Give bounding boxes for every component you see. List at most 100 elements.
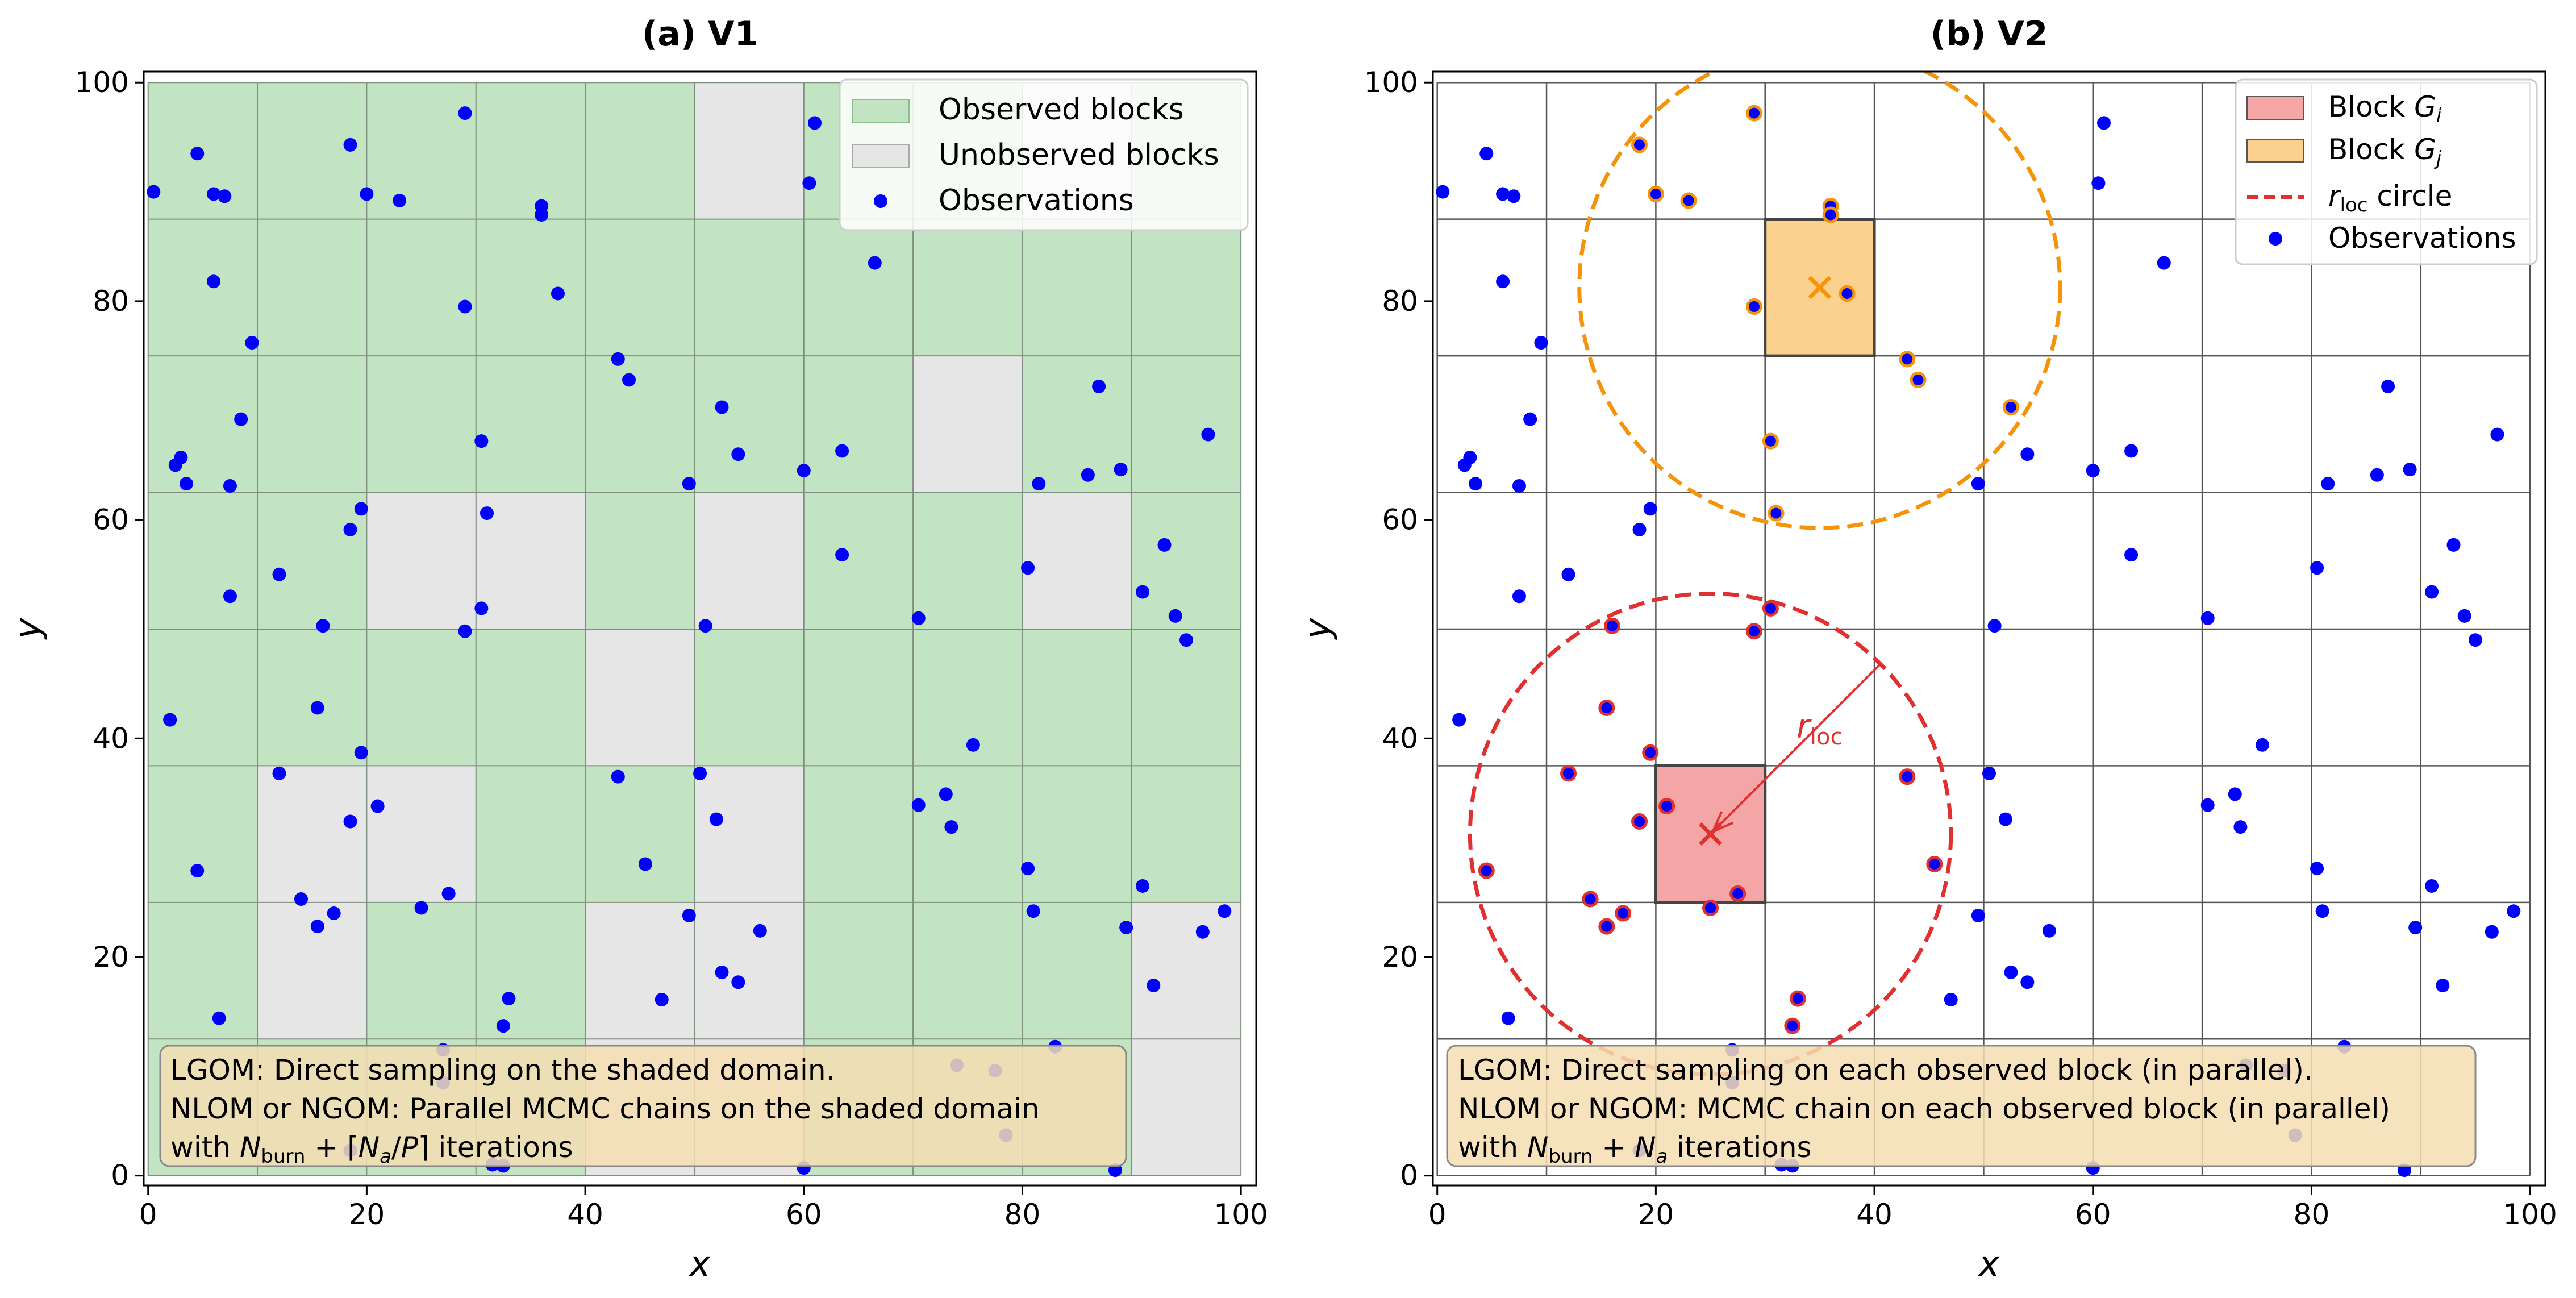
observed-block	[803, 492, 914, 629]
x-tick-label: 0	[1428, 1198, 1447, 1231]
observation-point	[911, 611, 926, 625]
observed-block	[585, 492, 695, 629]
observed-block	[148, 219, 258, 356]
observation-point	[1081, 468, 1095, 482]
observation-point	[480, 506, 494, 521]
observation-point	[1479, 147, 1494, 161]
observation-point	[2381, 379, 2395, 393]
observation-point	[1168, 609, 1182, 623]
observed-block	[1022, 766, 1132, 902]
panel-b-xlabel: x	[1978, 1243, 2000, 1284]
panel-b-title: (b) V2	[1931, 14, 2048, 54]
x-tick-label: 60	[2075, 1198, 2111, 1231]
observation-point	[1179, 633, 1193, 647]
observation-point	[2315, 904, 2329, 918]
observed-block	[1131, 629, 1241, 766]
observation-point	[190, 147, 205, 161]
rloc-circle-i	[1468, 591, 1953, 1077]
observation-point	[611, 352, 625, 366]
observed-block	[585, 82, 695, 219]
legend-label-observations: Observations	[2328, 222, 2516, 255]
x-tick-label: 60	[786, 1198, 822, 1231]
observation-point-in-circle-i	[1560, 765, 1577, 782]
observed-block	[803, 766, 914, 902]
observed-block	[1022, 902, 1132, 1039]
unobserved-block	[694, 492, 804, 629]
observation-point-in-circle-j	[1839, 285, 1856, 302]
observation-point-in-circle-i	[1603, 617, 1620, 634]
y-tick-label: 100	[75, 66, 129, 99]
legend-label-observations: Observations	[939, 184, 1134, 218]
observation-point	[310, 701, 324, 715]
observed-block	[585, 356, 695, 493]
observation-point-in-circle-j	[1910, 371, 1927, 388]
panel-a-ylabel: y	[7, 617, 48, 640]
y-tick-label: 0	[1400, 1159, 1418, 1192]
observation-point	[2370, 468, 2384, 482]
observation-point	[1512, 589, 1526, 604]
observation-point	[2408, 921, 2423, 935]
observation-point	[682, 908, 696, 922]
observation-point	[2468, 633, 2482, 647]
observation-point	[1147, 979, 1161, 993]
observation-point	[360, 187, 374, 201]
observation-point	[731, 447, 745, 461]
panel-a: 0 20 40 60 80 100 0 20 40 60 80 100 (a) V1 x y Obse…	[7, 14, 1268, 1284]
observation-point	[393, 193, 407, 207]
observed-block	[1131, 219, 1241, 356]
observation-point	[2004, 965, 2018, 979]
observation-point	[622, 373, 636, 387]
observation-point	[343, 138, 357, 152]
observation-point	[2200, 798, 2215, 812]
unobserved-block	[1131, 1039, 1241, 1176]
rloc-label: rloc	[1796, 707, 1843, 750]
observation-point-in-circle-j	[1745, 105, 1762, 122]
unobserved-block	[694, 766, 804, 902]
observation-point	[2157, 256, 2171, 270]
legend-swatch-unobserved	[852, 144, 910, 168]
observation-point-in-circle-j	[2003, 399, 2020, 416]
observation-point-in-circle-i	[1642, 744, 1659, 761]
observed-block	[257, 356, 367, 493]
observation-point	[234, 412, 248, 426]
observation-point	[2485, 925, 2499, 939]
observation-point	[458, 106, 472, 120]
observation-point	[218, 189, 232, 203]
observation-point	[1496, 187, 1510, 201]
observed-block	[803, 902, 914, 1039]
observed-block	[803, 629, 914, 766]
observation-point	[715, 965, 729, 979]
panel-a-xlabel: x	[689, 1243, 711, 1284]
observation-point	[441, 887, 456, 901]
x-tick-label: 20	[1638, 1198, 1674, 1231]
observation-point	[1523, 412, 1537, 426]
y-tick-label: 20	[1382, 941, 1418, 973]
observation-point	[966, 738, 980, 752]
observation-point	[343, 814, 357, 829]
observation-point-in-circle-i	[1615, 905, 1632, 922]
observation-point	[294, 892, 308, 906]
observation-point	[698, 619, 712, 633]
observation-point	[1469, 477, 1483, 491]
panel-b-observations	[1436, 105, 2521, 1178]
observed-block	[803, 356, 914, 493]
observation-point-in-circle-i	[1598, 918, 1615, 935]
observation-point	[1463, 450, 1477, 464]
observation-point	[1643, 502, 1657, 516]
observation-point	[1987, 619, 2002, 633]
observation-point	[1136, 585, 1150, 599]
legend-swatch-observed	[852, 99, 910, 123]
observation-point	[1971, 908, 1985, 922]
legend-swatch-block-i	[2246, 96, 2304, 120]
observation-point	[1971, 477, 1985, 491]
observation-point	[2233, 820, 2248, 834]
legend-marker-observations	[874, 194, 887, 208]
observation-point-in-circle-i	[1582, 891, 1599, 908]
rloc-arrow	[1710, 663, 1882, 835]
observed-block	[803, 219, 914, 356]
observation-point-in-circle-i	[1631, 813, 1648, 830]
observation-point	[496, 1019, 510, 1033]
observation-point	[2436, 979, 2450, 993]
observed-block	[1022, 356, 1132, 493]
x-tick-label: 80	[1004, 1198, 1041, 1231]
